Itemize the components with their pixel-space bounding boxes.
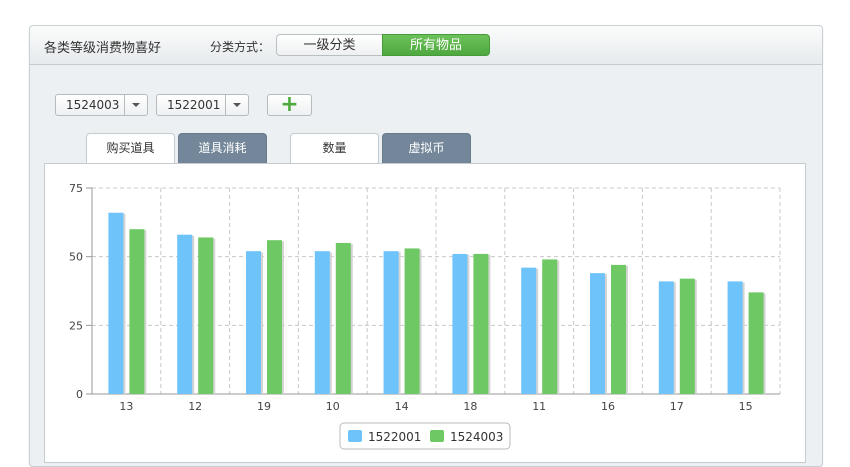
panel-title: 各类等级消费物喜好 [44, 41, 162, 56]
y-tick-label: 0 [76, 388, 83, 401]
segment-all-items[interactable]: 所有物品 [382, 34, 490, 56]
bar-1524003-10[interactable] [335, 242, 351, 394]
bar-1524003-12[interactable] [198, 237, 214, 394]
bar-1522001-13[interactable] [108, 212, 124, 394]
x-tick-label: 16 [601, 400, 615, 413]
bar-1522001-11[interactable] [521, 267, 537, 394]
y-tick-label: 75 [69, 182, 83, 195]
x-tick-label: 11 [532, 400, 546, 413]
item-select-b-toggle[interactable] [225, 95, 248, 115]
y-tick-label: 50 [69, 251, 83, 264]
panel-header: 各类等级消费物喜好 分类方式： 一级分类 所有物品 [30, 26, 822, 65]
chevron-down-icon [233, 103, 241, 107]
bar-1524003-13[interactable] [129, 229, 145, 394]
item-select-b[interactable]: 1522001 [156, 94, 249, 116]
bar-1524003-11[interactable] [542, 259, 558, 394]
tab-item-consumption[interactable]: 道具消耗 [178, 133, 267, 163]
legend-label-1524003[interactable]: 1524003 [450, 430, 503, 444]
item-select-a-toggle[interactable] [124, 95, 147, 115]
x-tick-label: 15 [739, 400, 753, 413]
plus-icon: + [280, 92, 299, 117]
bar-1524003-16[interactable] [611, 264, 626, 394]
legend-swatch [430, 430, 444, 442]
sort-mode-label: 分类方式： [210, 40, 271, 54]
bar-1522001-10[interactable] [314, 251, 330, 394]
tab-virtual-currency[interactable]: 虚拟币 [382, 133, 471, 163]
legend-label-1522001[interactable]: 1522001 [368, 430, 421, 444]
bar-1522001-18[interactable] [452, 253, 468, 394]
add-compare-button[interactable]: + [267, 94, 312, 116]
bar-chart: 0 25 50 75 13 12 19 10 14 18 11 16 17 15 1522001 152400… [69, 182, 781, 450]
x-tick-label: 10 [326, 400, 340, 413]
preference-panel: 各类等级消费物喜好 分类方式： 一级分类 所有物品 1524003 152200… [29, 25, 823, 467]
x-tick-label: 12 [188, 400, 202, 413]
x-tick-label: 17 [670, 400, 684, 413]
tab-quantity[interactable]: 数量 [290, 133, 379, 164]
bar-1522001-17[interactable] [658, 281, 674, 394]
item-select-b-value: 1522001 [167, 98, 221, 112]
item-select-a-value: 1524003 [66, 98, 120, 112]
y-tick-label: 25 [69, 319, 83, 332]
chevron-down-icon [132, 103, 140, 107]
x-tick-label: 19 [257, 400, 271, 413]
bar-1522001-15[interactable] [727, 281, 743, 394]
segment-first-level[interactable]: 一级分类 [276, 34, 383, 56]
bar-1522001-19[interactable] [246, 251, 261, 394]
bar-1522001-16[interactable] [590, 273, 605, 394]
bar-1524003-17[interactable] [679, 278, 695, 394]
bar-1524003-15[interactable] [748, 292, 764, 394]
bar-1524003-18[interactable] [473, 253, 489, 394]
x-tick-label: 18 [463, 400, 477, 413]
bar-1522001-12[interactable] [177, 234, 193, 394]
bar-1524003-19[interactable] [267, 240, 282, 394]
legend-swatch [348, 430, 362, 442]
x-tick-label: 13 [119, 400, 133, 413]
x-tick-label: 14 [395, 400, 409, 413]
item-select-a[interactable]: 1524003 [55, 94, 148, 116]
chart-area: 0 25 50 75 13 12 19 10 14 18 11 16 17 15 1522001 152400… [44, 163, 806, 463]
tab-purchase-items[interactable]: 购买道具 [86, 133, 175, 164]
bar-1522001-14[interactable] [383, 251, 399, 394]
bar-1524003-14[interactable] [404, 248, 420, 394]
